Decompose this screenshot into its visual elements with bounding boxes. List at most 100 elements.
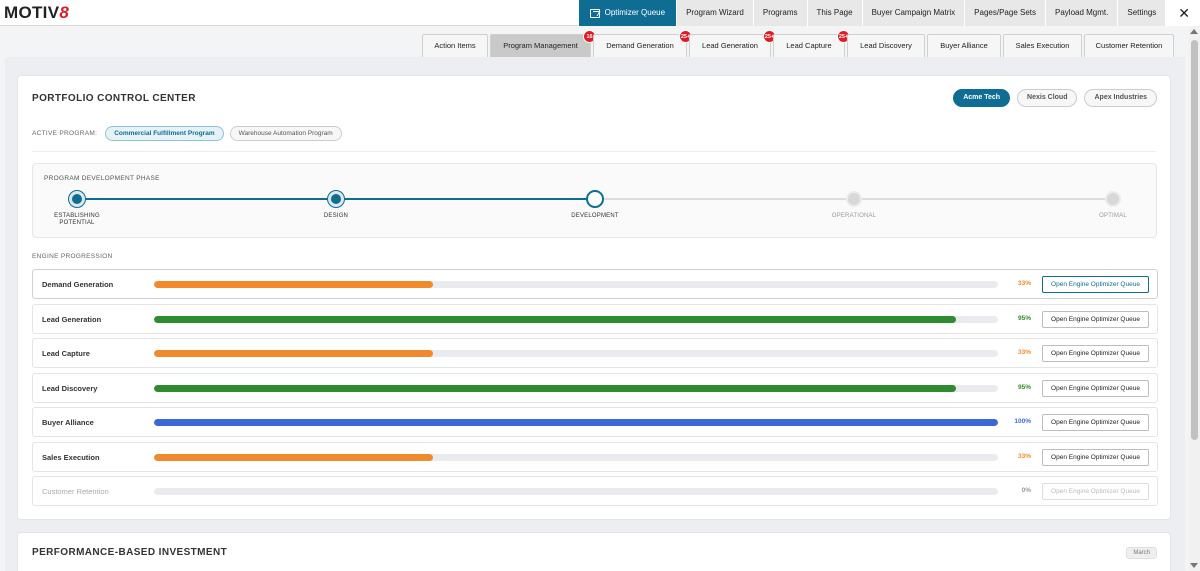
tab-demand-generation[interactable]: Demand Generation 25+ xyxy=(593,30,692,57)
nav-label: Optimizer Queue xyxy=(604,8,666,17)
phase-node-development[interactable] xyxy=(586,190,604,208)
open-engine-optimizer-queue-button[interactable]: Open Engine Optimizer Queue xyxy=(1042,311,1149,328)
tab-sales-execution[interactable]: Sales Execution xyxy=(1003,34,1082,57)
engine-list: Demand Generation 33% Open Engine Optimi… xyxy=(32,269,1158,512)
nav-this-page[interactable]: This Page xyxy=(806,0,862,26)
top-bar: MOTIV8 Optimizer Queue Program Wizard Pr… xyxy=(0,0,1200,26)
tab-label: Buyer Alliance xyxy=(940,41,988,50)
phase-node-design[interactable] xyxy=(328,191,344,207)
tab-label: Action Items xyxy=(434,41,476,50)
month-badge[interactable]: March xyxy=(1126,547,1157,559)
phase-node-operational[interactable] xyxy=(846,191,862,207)
nav-program-wizard[interactable]: Program Wizard xyxy=(676,0,753,26)
open-engine-optimizer-queue-button[interactable]: Open Engine Optimizer Queue xyxy=(1042,483,1149,500)
progress-percent: 33% xyxy=(1017,349,1031,356)
close-icon[interactable]: ✕ xyxy=(1165,0,1200,26)
progress-fill xyxy=(154,385,956,392)
nav-settings[interactable]: Settings xyxy=(1117,0,1166,26)
tab-label: Demand Generation xyxy=(606,41,674,50)
active-program-selector: ACTIVE PROGRAM: Commercial Fulfillment P… xyxy=(32,126,342,141)
tab-action-items[interactable]: Action Items xyxy=(422,34,488,57)
program-pill-warehouse-automation[interactable]: Warehouse Automation Program xyxy=(229,126,342,141)
progress-bar xyxy=(154,419,998,426)
notification-badge: 25+ xyxy=(837,30,850,43)
company-pill-apex-industries[interactable]: Apex Industries xyxy=(1084,89,1157,107)
phase-label-optimal: OPTIMAL xyxy=(1099,213,1127,219)
phase-label-operational: OPERATIONAL xyxy=(831,213,877,219)
engine-name: Lead Capture xyxy=(42,349,90,358)
open-engine-optimizer-queue-button[interactable]: Open Engine Optimizer Queue xyxy=(1042,414,1149,431)
engine-name: Demand Generation xyxy=(42,280,114,289)
tab-lead-discovery[interactable]: Lead Discovery xyxy=(847,34,925,57)
engine-row-customer-retention: Customer Retention 0% Open Engine Optimi… xyxy=(32,476,1158,506)
phase-label-development: DEVELOPMENT xyxy=(571,213,619,219)
phase-title: PROGRAM DEVELOPMENT PHASE xyxy=(44,175,160,182)
tab-lead-capture[interactable]: Lead Capture 25+ xyxy=(773,30,850,57)
engine-row-lead-generation: Lead Generation 95% Open Engine Optimize… xyxy=(32,304,1158,334)
brand-logo[interactable]: MOTIV8 xyxy=(4,3,70,22)
tab-label: Lead Capture xyxy=(786,41,832,50)
progress-bar xyxy=(154,350,998,357)
scroll-up-icon[interactable] xyxy=(1190,29,1198,34)
company-pill-acme-tech[interactable]: Acme Tech xyxy=(953,89,1011,107)
phase-panel: PROGRAM DEVELOPMENT PHASE ESTABLISHING PO… xyxy=(32,163,1157,238)
performance-title: PERFORMANCE-BASED INVESTMENT xyxy=(32,547,228,558)
performance-card: PERFORMANCE-BASED INVESTMENT March xyxy=(17,532,1171,571)
nav-buyer-campaign-matrix[interactable]: Buyer Campaign Matrix xyxy=(861,0,965,26)
progress-bar xyxy=(154,281,998,288)
engine-name: Lead Discovery xyxy=(42,384,98,393)
tab-customer-retention[interactable]: Customer Retention xyxy=(1084,34,1174,57)
open-engine-optimizer-queue-button[interactable]: Open Engine Optimizer Queue xyxy=(1042,345,1149,362)
engine-progression-title: ENGINE PROGRESSION xyxy=(32,253,113,260)
progress-fill xyxy=(154,281,433,288)
portfolio-title: PORTFOLIO CONTROL CENTER xyxy=(32,93,196,104)
tab-label: Lead Generation xyxy=(702,41,758,50)
engine-name: Buyer Alliance xyxy=(42,418,94,427)
phase-label-design: DESIGN xyxy=(323,213,349,219)
progress-fill xyxy=(154,419,998,426)
progress-fill xyxy=(154,454,433,461)
progress-percent: 95% xyxy=(1017,315,1031,322)
tab-label: Sales Execution xyxy=(1015,41,1070,50)
engine-row-lead-capture: Lead Capture 33% Open Engine Optimizer Q… xyxy=(32,338,1158,368)
progress-bar xyxy=(154,316,998,323)
tab-lead-generation[interactable]: Lead Generation 25+ xyxy=(689,30,776,57)
phase-node-establishing-potential[interactable] xyxy=(69,191,85,207)
queue-icon xyxy=(589,8,600,18)
engine-name: Lead Generation xyxy=(42,315,102,324)
nav-pages-page-sets[interactable]: Pages/Page Sets xyxy=(964,0,1045,26)
progress-percent: 100% xyxy=(1014,418,1031,425)
company-switcher: Acme Tech Nexis Cloud Apex Industries xyxy=(953,89,1157,107)
engine-name: Customer Retention xyxy=(42,487,109,496)
progress-percent: 33% xyxy=(1017,280,1031,287)
tab-label: Program Management xyxy=(503,41,578,50)
active-program-label: ACTIVE PROGRAM: xyxy=(32,130,98,137)
tab-program-management[interactable]: Program Management 16 xyxy=(490,30,596,57)
nav-optimizer-queue[interactable]: Optimizer Queue xyxy=(577,0,677,26)
progress-percent: 95% xyxy=(1017,384,1031,391)
main-content: PORTFOLIO CONTROL CENTER Acme Tech Nexis… xyxy=(5,57,1185,571)
nav-programs[interactable]: Programs xyxy=(752,0,807,26)
phase-node-optimal[interactable] xyxy=(1105,191,1121,207)
engine-row-demand-generation: Demand Generation 33% Open Engine Optimi… xyxy=(32,269,1158,299)
engine-name: Sales Execution xyxy=(42,453,100,462)
page-scrollbar[interactable] xyxy=(1189,26,1200,571)
open-engine-optimizer-queue-button[interactable]: Open Engine Optimizer Queue xyxy=(1042,276,1149,293)
tab-label: Customer Retention xyxy=(1095,41,1163,50)
portfolio-card: PORTFOLIO CONTROL CENTER Acme Tech Nexis… xyxy=(17,75,1171,520)
tab-label: Lead Discovery xyxy=(860,41,912,50)
engine-row-lead-discovery: Lead Discovery 95% Open Engine Optimizer… xyxy=(32,373,1158,403)
divider xyxy=(32,151,1156,152)
company-pill-nexis-cloud[interactable]: Nexis Cloud xyxy=(1017,89,1078,107)
scroll-down-icon[interactable] xyxy=(1190,563,1198,568)
open-engine-optimizer-queue-button[interactable]: Open Engine Optimizer Queue xyxy=(1042,449,1149,466)
scroll-thumb[interactable] xyxy=(1191,40,1198,440)
progress-bar xyxy=(154,488,998,495)
tab-buyer-alliance[interactable]: Buyer Alliance xyxy=(927,34,1001,57)
nav-payload-mgmt[interactable]: Payload Mgmt. xyxy=(1045,0,1118,26)
engine-row-buyer-alliance: Buyer Alliance 100% Open Engine Optimize… xyxy=(32,407,1158,437)
progress-fill xyxy=(154,350,433,357)
progress-percent: 0% xyxy=(1021,487,1031,494)
open-engine-optimizer-queue-button[interactable]: Open Engine Optimizer Queue xyxy=(1042,380,1149,397)
program-pill-commercial-fulfillment[interactable]: Commercial Fulfillment Program xyxy=(105,126,224,141)
